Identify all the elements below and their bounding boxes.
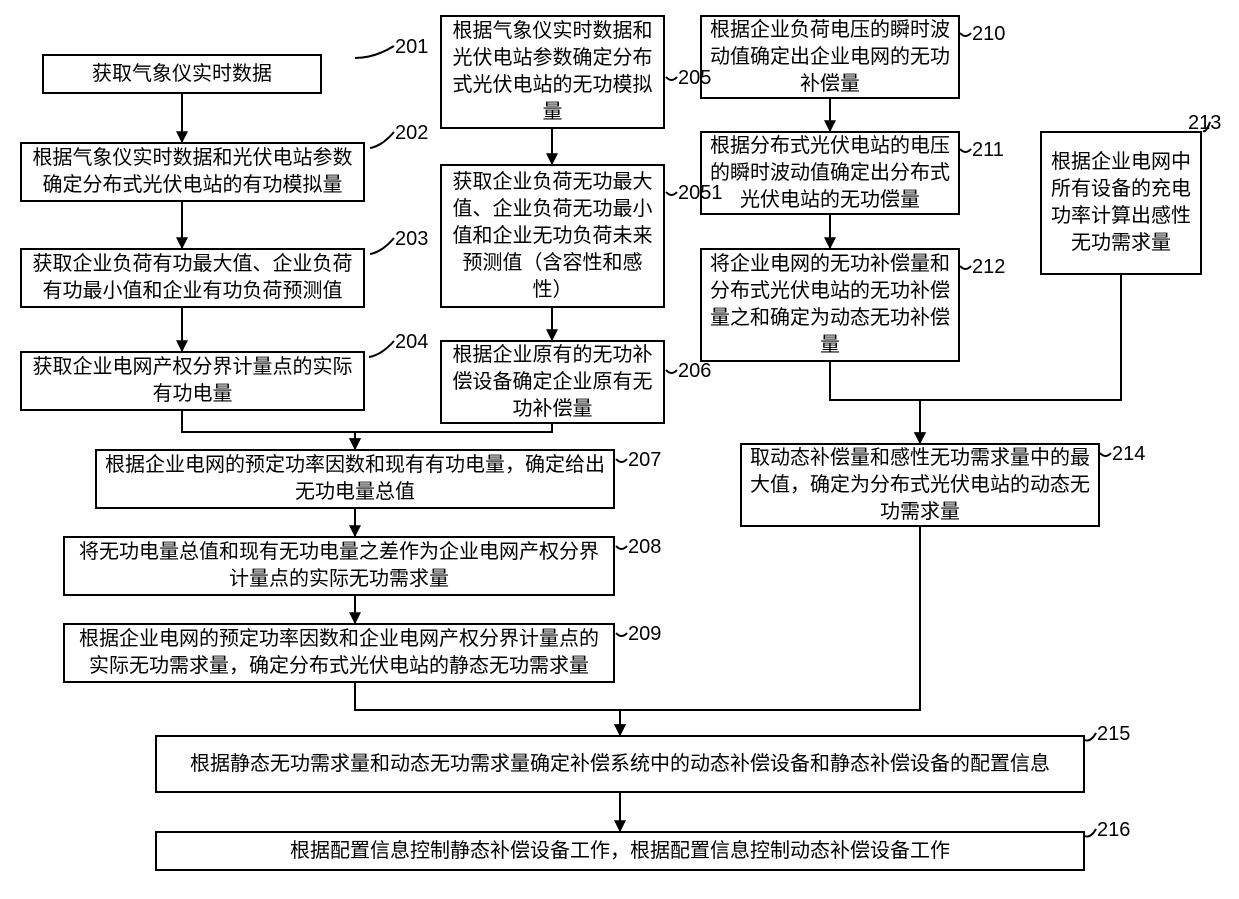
flowchart-node-text: 获取企业负荷有功最大值、企业负荷有功最小值和企业有功负荷预测值 [28,251,357,305]
flowchart-edge-212-214 [830,362,920,443]
flowchart-edge-204-207 [182,411,355,449]
flowchart-node-216: 根据配置信息控制静态补偿设备工作，根据配置信息控制动态补偿设备工作 [155,831,1085,871]
flowchart-label-202: 202 [395,122,428,145]
flowchart-leader-204 [369,341,394,357]
flowchart-node-text: 根据企业原有的无功补偿设备确定企业原有无功补偿量 [448,342,657,423]
flowchart-label-211: 211 [972,139,1004,162]
flowchart-leader-208 [616,546,627,549]
flowchart-edge-209-215 [355,683,620,735]
flowchart-node-text: 根据企业负荷电压的瞬时波动值确定出企业电网的无功补偿量 [708,17,952,98]
flowchart-node-214: 取动态补偿量和感性无功需求量中的最大值，确定为分布式光伏电站的动态无功需求量 [740,443,1100,527]
flowchart-node-204: 获取企业电网产权分界计量点的实际有功电量 [20,351,365,411]
flowchart-leader-210 [960,33,971,36]
flowchart-label-213: 213 [1188,112,1221,135]
flowchart-node-205: 根据气象仪实时数据和光伏电站参数确定分布式光伏电站的无功模拟量 [440,15,665,129]
flowchart-node-text: 根据企业电网中所有设备的充电功率计算出感性无功需求量 [1048,149,1194,257]
flowchart-node-text: 根据企业电网的预定功率因数和企业电网产权分界计量点的实际无功需求量，确定分布式光… [71,626,607,680]
flowchart-node-text: 将企业电网的无功补偿量和分布式光伏电站的无功补偿量之和确定为动态无功补偿量 [708,251,952,359]
flowchart-leader-212 [960,266,971,269]
flowchart-label-212: 212 [972,256,1005,279]
flowchart-node-text: 根据分布式光伏电站的电压的瞬时波动值确定出分布式光伏电站的无功偿量 [708,133,952,214]
flowchart-node-text: 根据气象仪实时数据和光伏电站参数确定分布式光伏电站的有功模拟量 [28,145,357,199]
flowchart-node-text: 根据气象仪实时数据和光伏电站参数确定分布式光伏电站的无功模拟量 [448,18,657,126]
flowchart-leader-215 [1085,733,1096,741]
flowchart-leader-2051 [666,192,677,195]
flowchart-node-212: 将企业电网的无功补偿量和分布式光伏电站的无功补偿量之和确定为动态无功补偿量 [700,248,960,362]
flowchart-leader-214 [1100,453,1111,456]
flowchart-node-text: 获取企业负荷无功最大值、企业负荷无功最小值和企业无功负荷未来预测值（含容性和感性… [448,169,657,304]
flowchart-node-206: 根据企业原有的无功补偿设备确定企业原有无功补偿量 [440,340,665,424]
flowchart-node-text: 根据配置信息控制静态补偿设备工作，根据配置信息控制动态补偿设备工作 [290,838,950,865]
flowchart-label-207: 207 [628,449,661,472]
flowchart-label-216: 216 [1097,819,1130,842]
flowchart-node-text: 根据企业电网的预定功率因数和现有有功电量，确定给出无功电量总值 [103,452,607,506]
flowchart-label-205: 205 [678,67,711,90]
flowchart-node-210: 根据企业负荷电压的瞬时波动值确定出企业电网的无功补偿量 [700,15,960,99]
flowchart-node-203: 获取企业负荷有功最大值、企业负荷有功最小值和企业有功负荷预测值 [20,248,365,308]
flowchart-node-213: 根据企业电网中所有设备的充电功率计算出感性无功需求量 [1040,131,1202,275]
flowchart-node-202: 根据气象仪实时数据和光伏电站参数确定分布式光伏电站的有功模拟量 [20,142,365,202]
flowchart-label-214: 214 [1112,443,1145,466]
flowchart-node-201: 获取气象仪实时数据 [42,54,322,94]
flowchart-node-211: 根据分布式光伏电站的电压的瞬时波动值确定出分布式光伏电站的无功偿量 [700,131,960,215]
flowchart-leader-211 [960,149,971,152]
flowchart-label-208: 208 [628,536,661,559]
flowchart-node-text: 取动态补偿量和感性无功需求量中的最大值，确定为分布式光伏电站的动态无功需求量 [748,445,1092,526]
flowchart-label-203: 203 [395,228,428,251]
flowchart-node-209: 根据企业电网的预定功率因数和企业电网产权分界计量点的实际无功需求量，确定分布式光… [63,623,615,683]
flowchart-node-text: 根据静态无功需求量和动态无功需求量确定补偿系统中的动态补偿设备和静态补偿设备的配… [190,751,1050,778]
flowchart-node-text: 获取企业电网产权分界计量点的实际有功电量 [28,354,357,408]
flowchart-node-215: 根据静态无功需求量和动态无功需求量确定补偿系统中的动态补偿设备和静态补偿设备的配… [155,735,1085,793]
flowchart-label-210: 210 [972,23,1005,46]
flowchart-node-2051: 获取企业负荷无功最大值、企业负荷无功最小值和企业无功负荷未来预测值（含容性和感性… [440,164,665,308]
flowchart-label-2051: 2051 [678,182,723,205]
flowchart-leader-201 [355,46,394,58]
flowchart-label-209: 209 [628,623,661,646]
flowchart-node-208: 将无功电量总值和现有无功电量之差作为企业电网产权分界计量点的实际无功需求量 [63,536,615,596]
flowchart-leader-216 [1085,829,1096,837]
flowchart-leader-202 [370,132,394,148]
flowchart-leader-203 [370,238,394,254]
flowchart-label-204: 204 [395,331,428,354]
flowchart-label-201: 201 [395,36,428,59]
flowchart-label-215: 215 [1097,723,1130,746]
flowchart-leader-207 [616,459,627,462]
flowchart-leader-209 [616,633,627,636]
flowchart-label-206: 206 [678,360,711,383]
flowchart-edge-206-207 [355,424,552,449]
flowchart-node-207: 根据企业电网的预定功率因数和现有有功电量，确定给出无功电量总值 [95,449,615,509]
flowchart-node-text: 获取气象仪实时数据 [92,61,272,88]
flowchart-edge-214-215 [620,527,920,735]
flowchart-node-text: 将无功电量总值和现有无功电量之差作为企业电网产权分界计量点的实际无功需求量 [71,539,607,593]
flowchart-leader-205 [666,77,677,80]
flowchart-leader-206 [666,370,677,373]
